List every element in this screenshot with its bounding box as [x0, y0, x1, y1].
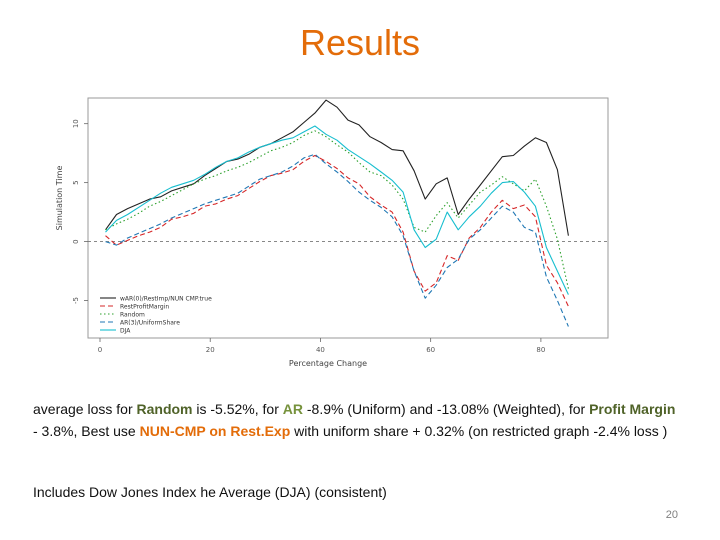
- paragraph-text-4: - 3.8%, Best use: [33, 423, 140, 439]
- slide-title: Results: [299, 22, 421, 63]
- legend-label-1: wAR(0)/RestImp/NUN CMP.true: [120, 296, 212, 303]
- legend-label-4: AR(3)/UniformShare: [120, 320, 180, 327]
- y-tick-label: 0: [72, 239, 80, 243]
- highlight-nun-cmp: NUN-CMP on Rest.Exp: [139, 423, 291, 439]
- highlight-random: Random: [136, 401, 193, 417]
- paragraph-text-5: with uniform share + 0.32% (on restricte…: [290, 423, 668, 439]
- highlight-ar: AR: [282, 401, 303, 417]
- x-tick-label: 0: [98, 346, 102, 354]
- legend-label-5: DJA: [120, 328, 131, 335]
- series-line-1: [105, 99, 569, 236]
- results-paragraph: average loss for Random is -5.52%, for A…: [33, 398, 683, 442]
- x-tick-label: 20: [206, 346, 215, 354]
- page-number: 20: [665, 509, 678, 521]
- line-chart: 0 20 40 60 80 -5 0 5 10 Percentage Change Simulati…: [48, 92, 618, 388]
- paragraph-text-2: is -5.52%, for: [192, 401, 283, 417]
- y-tick-label: 10: [72, 119, 80, 128]
- legend-label-2: RestProfitMargin: [120, 304, 169, 311]
- paragraph-text-3: -8.9% (Uniform) and -13.08% (Weighted), …: [303, 401, 590, 417]
- x-tick-label: 80: [536, 346, 545, 354]
- series-line-4: [105, 153, 569, 327]
- chart-svg: 0 20 40 60 80 -5 0 5 10 Percentage Change Simulati…: [55, 97, 609, 368]
- dja-note: Includes Dow Jones Index he Average (DJA…: [33, 484, 387, 500]
- y-axis-label: Simulation Time: [55, 166, 64, 231]
- y-tick-label: 5: [72, 180, 80, 184]
- series-line-2: [105, 154, 569, 307]
- legend-label-3: Random: [120, 312, 145, 319]
- series-line-5: [105, 125, 569, 295]
- chart-border: [87, 97, 609, 339]
- x-axis-label: Percentage Change: [289, 359, 367, 368]
- paragraph-text-1: average loss for: [33, 401, 137, 417]
- x-tick-label: 40: [316, 346, 325, 354]
- x-tick-label: 60: [426, 346, 435, 354]
- highlight-profit-margin: Profit Margin: [589, 401, 676, 417]
- y-tick-label: -5: [72, 297, 80, 304]
